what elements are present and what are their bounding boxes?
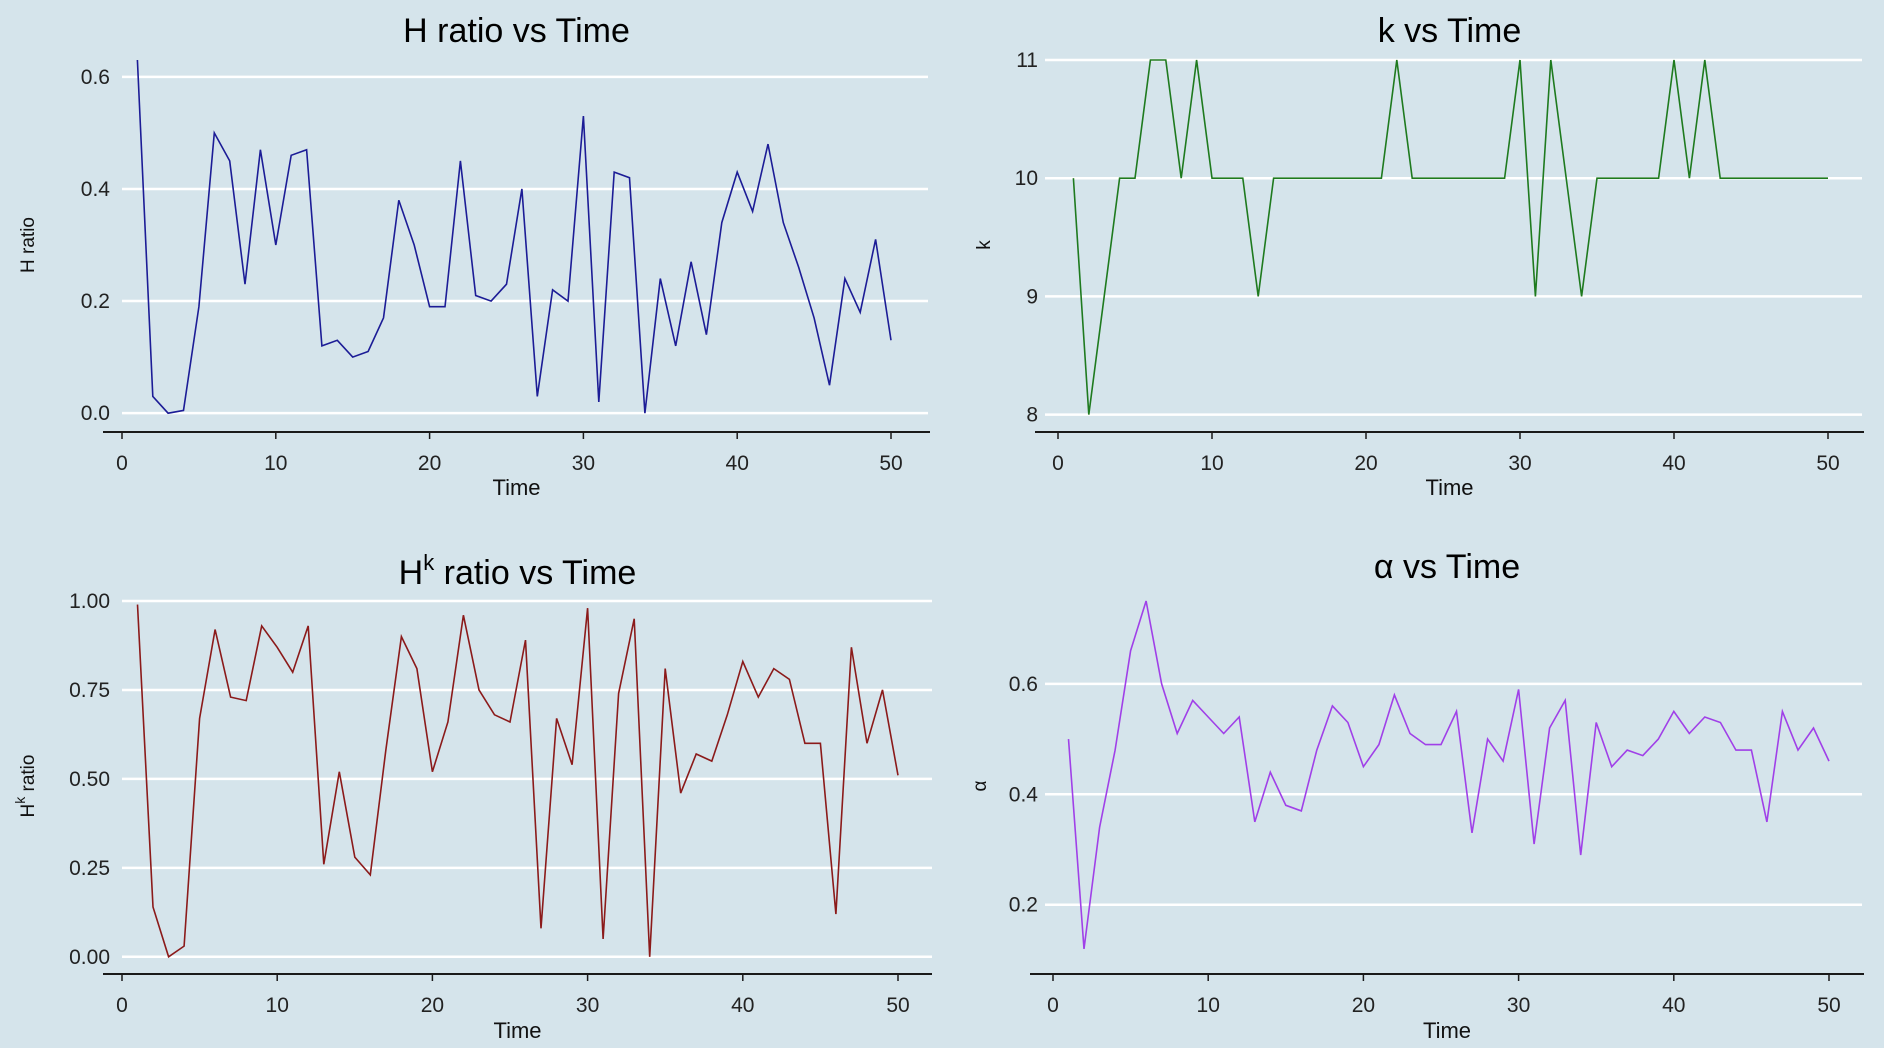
y-tick-label: 0.0 [81, 402, 110, 425]
x-axis-label: Time [1423, 1018, 1471, 1043]
x-tick-label: 40 [731, 994, 754, 1017]
chart-title: Hk ratio vs Time [399, 550, 637, 592]
y-axis-label: H ratio [18, 217, 39, 273]
x-tick-label: 0 [116, 994, 128, 1017]
x-tick-label: 10 [1200, 452, 1223, 475]
chart-title: α vs Time [1374, 548, 1520, 586]
chart-panel-1: H ratio vs Time 0.0 0.2 0.4 0.6 0 10 20 30 40 50 Ti… [18, 12, 930, 500]
x-tick-label: 40 [1662, 452, 1685, 475]
y-tick-label: 0.50 [69, 768, 110, 791]
x-tick-label: 50 [879, 452, 902, 475]
x-tick-label: 20 [418, 452, 441, 475]
x-tick-label: 10 [264, 452, 287, 475]
y-tick-label: 1.00 [69, 590, 110, 613]
y-tick-label: 0.6 [81, 66, 110, 89]
x-tick-label: 50 [1817, 994, 1840, 1017]
x-tick-label: 20 [421, 994, 444, 1017]
y-axis-label: Hk ratio [12, 755, 39, 818]
chart-title: k vs Time [1378, 12, 1522, 50]
chart-title: H ratio vs Time [403, 12, 630, 50]
x-tick-label: 40 [726, 452, 749, 475]
x-axis-label: Time [1425, 475, 1473, 500]
x-tick-label: 30 [1508, 452, 1531, 475]
y-tick-label: 11 [1016, 49, 1038, 72]
y-tick-label: 0.2 [1009, 894, 1038, 917]
y-axis-label: k [974, 240, 995, 250]
chart-panel-4: α vs Time 0.2 0.4 0.6 0 10 20 30 40 50 Time α [970, 548, 1864, 1043]
chart-panel-2: k vs Time 8 9 10 11 0 10 20 30 40 50 Time k [974, 12, 1864, 500]
y-tick-label: 0.75 [69, 679, 110, 702]
x-tick-label: 0 [116, 452, 128, 475]
x-tick-label: 10 [266, 994, 289, 1017]
y-tick-label: 9 [1026, 285, 1038, 308]
y-tick-label: 0.4 [1009, 783, 1039, 806]
y-tick-label: 0.00 [69, 946, 110, 969]
series-line [1072, 59, 1828, 415]
y-tick-label: 0.25 [69, 857, 110, 880]
x-tick-label: 0 [1047, 994, 1059, 1017]
x-tick-label: 10 [1197, 994, 1220, 1017]
y-tick-label: 0.2 [81, 290, 110, 313]
series-line [1067, 600, 1830, 950]
x-tick-label: 30 [1507, 994, 1530, 1017]
chart-panel-3: Hk ratio vs Time 0.00 0.25 0.50 0.75 1.00 0 10 2… [12, 550, 932, 1043]
x-axis-label: Time [493, 1018, 541, 1043]
y-tick-label: 8 [1026, 404, 1038, 427]
x-tick-label: 20 [1354, 452, 1377, 475]
series-line [136, 59, 892, 415]
x-tick-label: 50 [886, 994, 909, 1017]
x-tick-label: 30 [572, 452, 595, 475]
x-axis-label: Time [492, 475, 540, 500]
series-line [136, 604, 899, 959]
x-tick-label: 20 [1352, 994, 1375, 1017]
x-tick-label: 50 [1816, 452, 1839, 475]
x-tick-label: 30 [576, 994, 599, 1017]
x-tick-label: 40 [1662, 994, 1685, 1017]
y-axis-label: α [970, 780, 991, 791]
y-tick-label: 0.6 [1009, 673, 1038, 696]
y-tick-label: 10 [1015, 167, 1038, 190]
x-tick-label: 0 [1052, 452, 1064, 475]
y-tick-label: 0.4 [81, 178, 111, 201]
